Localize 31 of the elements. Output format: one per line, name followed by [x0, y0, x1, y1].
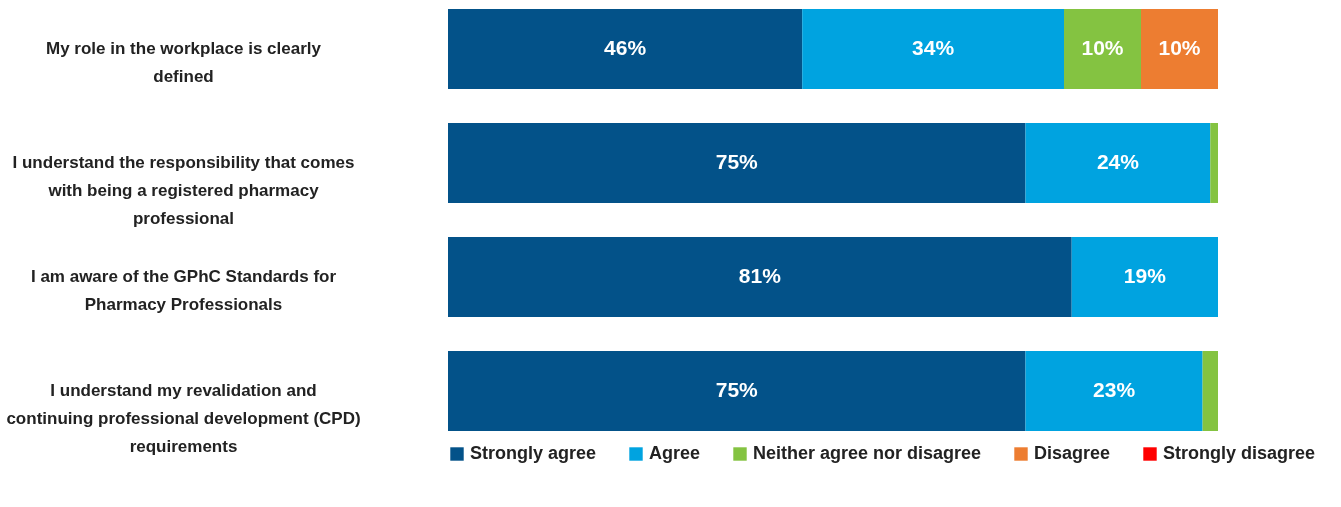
y-tick-label: My role in the workplace is clearly defined — [46, 38, 322, 86]
y-tick-label: I understand my revalidation and continuing professional development (CPD) requirements — [6, 381, 361, 457]
y-tick-label: I understand the responsibility that comes with being a registered pharmacy professional — [12, 152, 355, 228]
bar — [1064, 8, 1141, 89]
bar — [448, 237, 1072, 318]
bar — [1071, 237, 1218, 318]
legend-label: Disagree — [1034, 443, 1111, 463]
data-label: 19% — [1123, 264, 1167, 288]
y-tick-label: I am aware of the GPhC Standards for Pharmacy Professionals — [30, 267, 337, 315]
data-label: 10% — [1081, 35, 1124, 59]
data-label: 23% — [1093, 378, 1136, 402]
legend-label: Strongly disagree — [1163, 443, 1316, 463]
legend-label: Neither agree nor disagree — [753, 443, 982, 463]
bar — [1141, 8, 1218, 89]
legend-label: Strongly agree — [470, 443, 597, 463]
legend-label: Agree — [649, 443, 701, 463]
bar — [802, 8, 1064, 89]
data-label: 46% — [604, 35, 647, 59]
bar — [448, 351, 1026, 432]
bar — [1210, 122, 1218, 203]
data-label: 75% — [715, 149, 759, 173]
data-label: 10% — [1158, 35, 1201, 59]
bar — [1202, 351, 1218, 432]
bar — [1025, 351, 1203, 432]
bar — [448, 8, 803, 89]
data-label: 75% — [715, 378, 759, 402]
data-label: 81% — [738, 264, 782, 288]
bar — [1025, 122, 1211, 203]
data-label: 24% — [1096, 149, 1140, 173]
data-label: 34% — [912, 35, 955, 59]
bar — [448, 122, 1026, 203]
